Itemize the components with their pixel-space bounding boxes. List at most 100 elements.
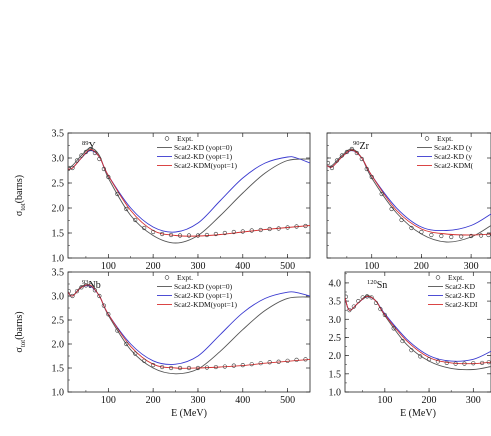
y-axis-label-sub: tot: [19, 340, 27, 347]
expt-point: [106, 174, 111, 180]
expt-point: [276, 226, 281, 231]
x-tick-label: 200: [146, 395, 161, 406]
y-axis-label-unit: (barns): [14, 175, 25, 203]
expt-point: [101, 166, 106, 172]
expt-point: [249, 228, 254, 233]
x-tick-label: 300: [466, 395, 481, 406]
plot-area: [68, 146, 310, 244]
expt-point: [453, 361, 458, 366]
nucleus-mass: 120: [367, 279, 377, 286]
expt-point: [267, 226, 272, 232]
expt-point: [486, 232, 491, 238]
expt-point: [168, 365, 174, 371]
expt-point: [133, 217, 138, 223]
chart-panel-bottom-left: 1.0 1.5 2.0 2.5 3.0 3.5 100 200 300 400 500 σtot(ba…: [14, 268, 311, 419]
expt-point: [97, 293, 102, 299]
expt-point: [92, 150, 97, 156]
expt-point: [92, 288, 97, 293]
expt-point: [285, 358, 290, 363]
legend-label-3: Scat2-KDM(yopt=1): [174, 161, 237, 170]
expt-point: [70, 293, 75, 299]
legend-label-3: Scat2-KDM(yopt=1): [174, 300, 237, 309]
expt-point: [70, 165, 75, 171]
legend-expt-marker: [164, 136, 170, 141]
expt-point: [213, 364, 218, 370]
expt-point: [213, 231, 218, 237]
expt-point: [88, 283, 93, 288]
nucleus-element: Y: [89, 141, 96, 152]
expt-point: [418, 354, 423, 359]
series-line-1: [327, 148, 491, 243]
x-tick-label: 100: [364, 261, 379, 272]
expt-point: [391, 326, 396, 331]
legend-label-2: Scat2-KD (yopt=1): [174, 291, 233, 300]
nucleus-label: 93Nb: [82, 279, 101, 291]
expt-point: [124, 206, 129, 212]
x-tick-label: 300: [190, 261, 205, 272]
expt-point: [409, 225, 414, 231]
expt-point: [369, 295, 374, 300]
nucleus-element: Zr: [360, 141, 370, 152]
expt-point: [124, 341, 129, 347]
legend-expt-marker: [435, 275, 441, 280]
expt-point: [478, 233, 484, 238]
expt-point: [294, 357, 299, 362]
expt-point: [359, 156, 364, 162]
expt-point: [285, 225, 290, 230]
expt-point: [195, 233, 201, 238]
expt-point: [74, 289, 80, 294]
expt-point: [426, 357, 432, 362]
expt-point: [344, 149, 349, 155]
expt-point: [382, 312, 387, 317]
nucleus-mass: 93: [82, 279, 89, 286]
legend: Expt.Scat2-KD (yopt=0)Scat2-KD (yopt=1)S…: [157, 134, 237, 170]
expt-point: [369, 174, 374, 180]
expt-point: [177, 233, 183, 238]
expt-point: [83, 283, 89, 288]
expt-point: [462, 361, 467, 366]
expt-point: [106, 312, 111, 317]
expt-point: [429, 232, 434, 238]
expt-point: [204, 365, 210, 370]
x-tick-label: 100: [101, 261, 116, 272]
y-tick-label: 2.5: [52, 179, 65, 190]
nucleus-mass: 89: [82, 140, 89, 147]
y-tick-label: 2.0: [52, 204, 65, 215]
expt-point: [365, 294, 370, 299]
y-tick-label: 1.0: [329, 388, 342, 399]
x-tick-label: 400: [235, 395, 250, 406]
x-tick-label: 100: [377, 395, 392, 406]
expt-point: [115, 328, 120, 333]
legend-expt-label: Expt.: [448, 273, 464, 282]
y-tick-label: 1.5: [52, 229, 65, 240]
legend-label-1: Scat2-KD (y: [434, 143, 472, 152]
x-tick-label: 200: [414, 261, 429, 272]
legend-label-1: Scat2-KD (yopt=0): [174, 282, 233, 291]
expt-point: [364, 166, 369, 172]
expt-point: [231, 229, 236, 235]
expt-point: [354, 150, 359, 156]
expt-point: [360, 295, 365, 300]
y-tick-label: 3.5: [52, 129, 65, 140]
chart-panel-top-left: 1.0 1.5 2.0 2.5 3.0 3.5 100 200 300 400 500 σtot(ba…: [14, 129, 311, 272]
expt-point: [378, 307, 383, 312]
x-axis-label: E (MeV): [171, 408, 207, 419]
plot-area: [327, 146, 491, 243]
expt-point: [303, 223, 308, 229]
y-tick-label: 1.0: [52, 254, 65, 265]
expt-point: [168, 232, 174, 238]
legend-expt-marker: [424, 136, 430, 141]
legend-label-1: Scat2-KD: [445, 282, 476, 291]
expt-point: [469, 233, 474, 239]
expt-point: [334, 158, 340, 163]
y-axis-label-sub: tot: [19, 203, 27, 210]
series-line-3: [68, 149, 310, 237]
expt-point: [351, 304, 356, 309]
expt-point: [471, 361, 476, 366]
y-tick-label: 1.0: [52, 388, 65, 399]
legend-label-2: Scat2-KD: [445, 291, 476, 300]
y-axis-label: σtot(barns): [14, 311, 27, 352]
expt-point: [480, 360, 485, 365]
